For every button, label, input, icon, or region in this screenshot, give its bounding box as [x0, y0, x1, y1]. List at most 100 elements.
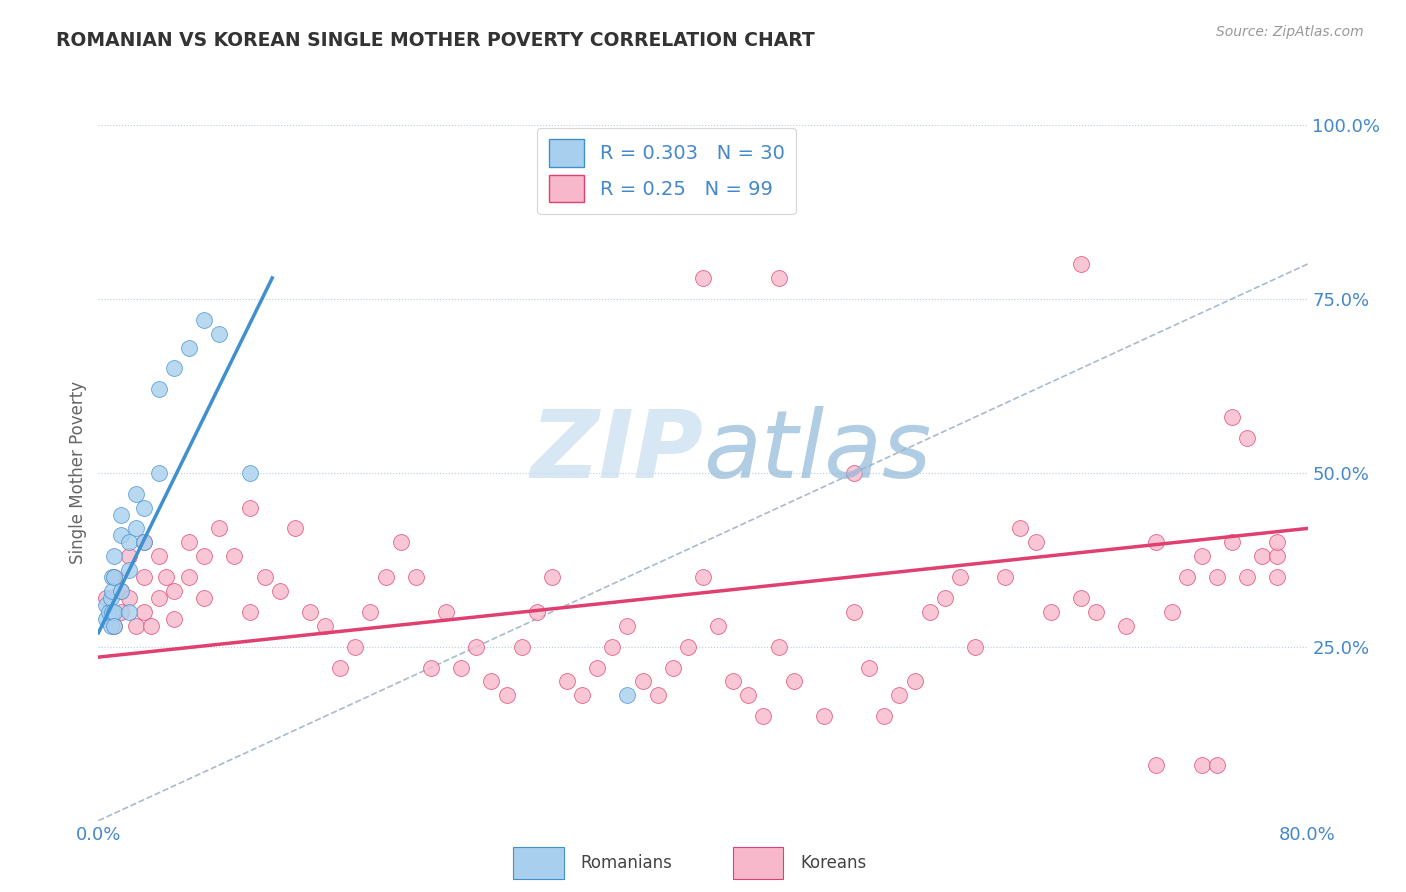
- Point: [1206, 570, 1229, 584]
- Point: [647, 689, 669, 703]
- Point: [1160, 605, 1182, 619]
- Point: [1175, 570, 1198, 584]
- Point: [101, 584, 124, 599]
- Point: [481, 674, 503, 689]
- Point: [125, 619, 148, 633]
- Point: [193, 591, 215, 605]
- Point: [94, 612, 117, 626]
- Point: [934, 591, 956, 605]
- Point: [602, 640, 624, 654]
- Point: [148, 549, 170, 564]
- Point: [239, 466, 262, 480]
- Point: [155, 570, 177, 584]
- Point: [103, 570, 125, 584]
- Point: [103, 549, 125, 564]
- Point: [103, 619, 125, 633]
- Point: [1010, 521, 1032, 535]
- Point: [1220, 410, 1243, 425]
- Point: [873, 709, 896, 723]
- Point: [329, 660, 352, 674]
- Point: [1070, 257, 1092, 271]
- Point: [132, 500, 155, 515]
- Point: [101, 605, 124, 619]
- Point: [344, 640, 367, 654]
- Point: [100, 612, 122, 626]
- Point: [179, 535, 201, 549]
- Text: ZIP: ZIP: [530, 406, 703, 498]
- Point: [208, 521, 231, 535]
- Point: [616, 619, 638, 633]
- Text: atlas: atlas: [703, 407, 931, 498]
- Point: [692, 271, 714, 285]
- Point: [707, 619, 730, 633]
- Point: [662, 660, 685, 674]
- Point: [284, 521, 307, 535]
- Point: [768, 271, 790, 285]
- Point: [813, 709, 835, 723]
- Point: [586, 660, 609, 674]
- Point: [118, 563, 141, 577]
- Point: [1024, 535, 1046, 549]
- Point: [1144, 758, 1167, 772]
- Point: [676, 640, 699, 654]
- FancyBboxPatch shape: [513, 847, 564, 879]
- Point: [110, 508, 132, 522]
- Point: [1191, 758, 1213, 772]
- Point: [889, 689, 911, 703]
- Text: ROMANIAN VS KOREAN SINGLE MOTHER POVERTY CORRELATION CHART: ROMANIAN VS KOREAN SINGLE MOTHER POVERTY…: [56, 31, 815, 50]
- Point: [1251, 549, 1274, 564]
- Point: [783, 674, 806, 689]
- Point: [1267, 535, 1289, 549]
- Point: [526, 605, 548, 619]
- Point: [1267, 549, 1289, 564]
- Point: [125, 486, 148, 500]
- Point: [844, 466, 866, 480]
- Point: [125, 521, 148, 535]
- Point: [434, 605, 457, 619]
- Y-axis label: Single Mother Poverty: Single Mother Poverty: [69, 381, 87, 565]
- Point: [374, 570, 396, 584]
- Point: [94, 591, 117, 605]
- Point: [1236, 431, 1258, 445]
- Point: [193, 549, 215, 564]
- Point: [571, 689, 593, 703]
- Point: [179, 570, 201, 584]
- Point: [100, 619, 122, 633]
- Point: [148, 591, 170, 605]
- Point: [110, 584, 132, 599]
- Text: Romanians: Romanians: [581, 854, 672, 872]
- Point: [858, 660, 880, 674]
- FancyBboxPatch shape: [733, 847, 783, 879]
- Point: [118, 591, 141, 605]
- Point: [389, 535, 412, 549]
- Point: [450, 660, 472, 674]
- Point: [110, 528, 132, 542]
- Point: [631, 674, 654, 689]
- Point: [118, 549, 141, 564]
- Point: [844, 605, 866, 619]
- Point: [118, 535, 141, 549]
- Point: [949, 570, 972, 584]
- Point: [965, 640, 987, 654]
- Point: [1236, 570, 1258, 584]
- Point: [103, 570, 125, 584]
- Point: [94, 598, 117, 612]
- Point: [555, 674, 578, 689]
- Point: [918, 605, 941, 619]
- Point: [148, 382, 170, 396]
- Point: [163, 584, 186, 599]
- Point: [752, 709, 775, 723]
- Point: [163, 612, 186, 626]
- Point: [540, 570, 562, 584]
- Text: Koreans: Koreans: [800, 854, 866, 872]
- Point: [1191, 549, 1213, 564]
- Point: [132, 535, 155, 549]
- Point: [1115, 619, 1137, 633]
- Point: [101, 570, 124, 584]
- Point: [132, 535, 155, 549]
- Point: [420, 660, 443, 674]
- Point: [737, 689, 759, 703]
- Point: [314, 619, 336, 633]
- Point: [208, 326, 231, 341]
- Point: [1070, 591, 1092, 605]
